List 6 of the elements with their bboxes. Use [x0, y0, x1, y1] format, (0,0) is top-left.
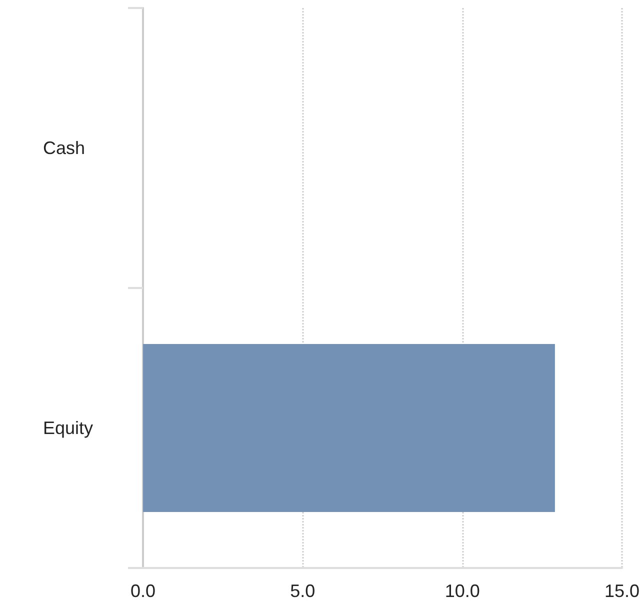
x-tick-label: 5.0 — [290, 581, 316, 601]
y-tick-label: Cash — [43, 138, 86, 158]
x-tick-label: 10.0 — [444, 581, 480, 601]
x-tick-label: 0.0 — [130, 581, 156, 601]
y-tick-label: Equity — [43, 418, 94, 438]
x-tick-label: 15.0 — [604, 581, 640, 601]
